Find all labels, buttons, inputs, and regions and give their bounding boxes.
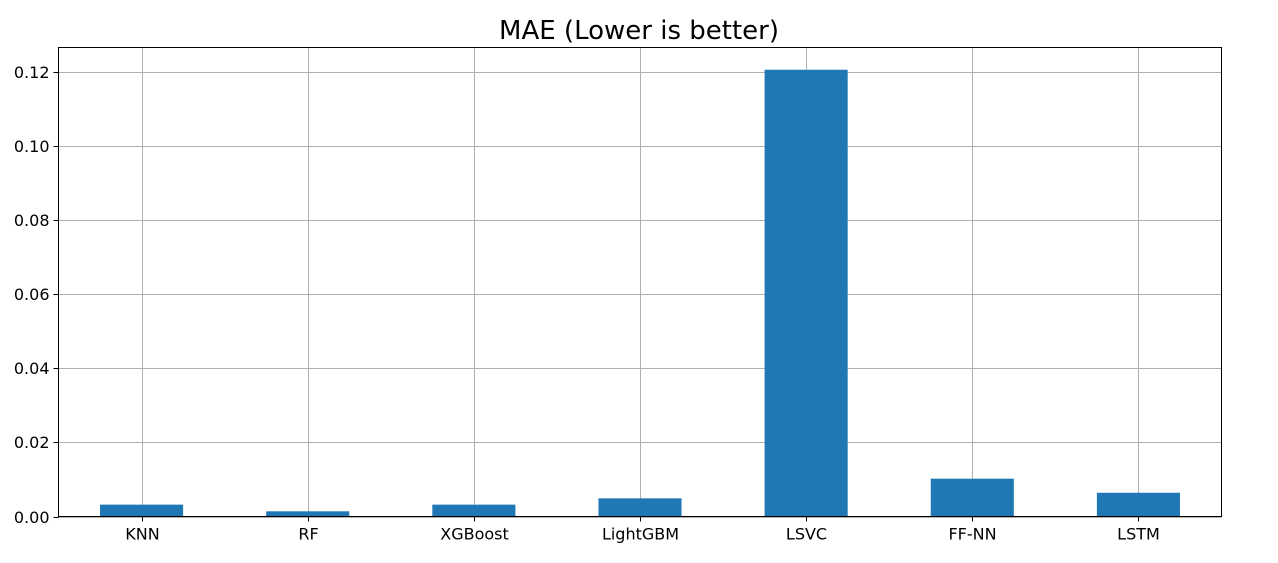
- y-tick-label: 0.10: [14, 137, 50, 156]
- x-tick-label: FF-NN: [948, 525, 996, 544]
- chart-title: MAE (Lower is better): [499, 16, 779, 46]
- x-tick-label: RF: [298, 525, 318, 544]
- bar-rf: [266, 511, 350, 517]
- y-tick-label: 0.08: [14, 211, 50, 230]
- x-tick-label: LightGBM: [602, 525, 679, 544]
- x-tick-label: XGBoost: [440, 525, 509, 544]
- y-tick-label: 0.06: [14, 285, 50, 304]
- y-tick-label: 0.02: [14, 433, 50, 452]
- grid: [58, 47, 1222, 518]
- y-tick-label: 0.00: [14, 508, 50, 527]
- y-tick-label: 0.12: [14, 63, 50, 82]
- x-tick-label: KNN: [125, 525, 159, 544]
- x-tick-label: LSTM: [1117, 525, 1160, 544]
- y-axis-ticks: 0.00 0.02 0.04 0.06 0.08 0.10 0.12: [14, 63, 59, 527]
- y-tick-label: 0.04: [14, 359, 50, 378]
- x-tick-label: LSVC: [786, 525, 827, 544]
- bars: [100, 69, 1180, 517]
- bar-xgboost: [432, 504, 516, 517]
- bar-lsvc: [764, 69, 848, 517]
- x-axis-ticks: KNN RF XGBoost LightGBM LSVC FF-NN LSTM: [125, 516, 1160, 544]
- bar-lstm: [1096, 492, 1180, 517]
- bar-ff-nn: [930, 478, 1014, 517]
- bar-knn: [100, 504, 184, 517]
- bar-lightgbm: [598, 498, 682, 517]
